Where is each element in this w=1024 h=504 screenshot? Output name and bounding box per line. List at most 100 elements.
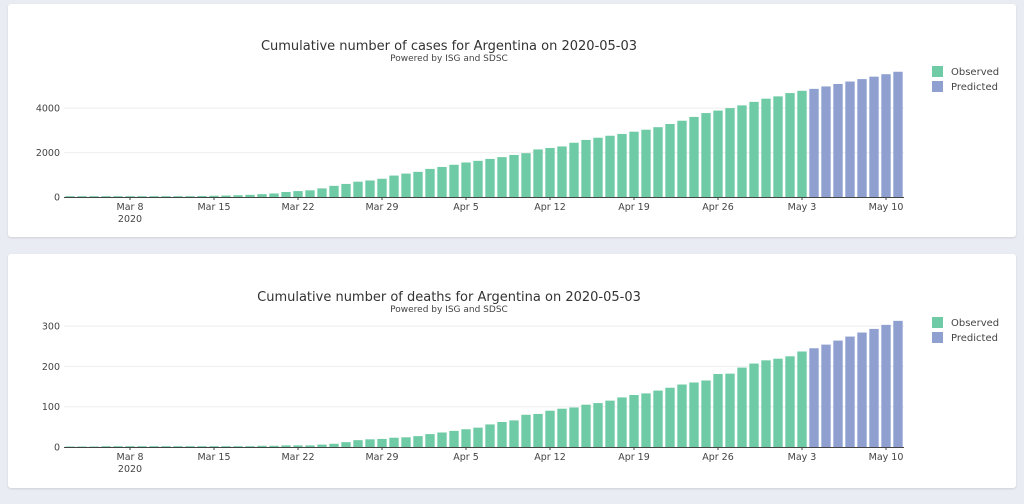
bar-observed-2020-03-29[interactable] (377, 178, 387, 197)
bar-predicted-2020-05-07[interactable] (845, 336, 855, 447)
bar-observed-2020-03-12[interactable] (173, 196, 183, 197)
bar-observed-2020-03-29[interactable] (377, 438, 387, 447)
bar-observed-2020-03-09[interactable] (137, 446, 147, 447)
bar-observed-2020-03-24[interactable] (317, 444, 327, 447)
bar-observed-2020-04-24[interactable] (689, 116, 699, 197)
bar-predicted-2020-05-04[interactable] (809, 88, 819, 197)
bar-observed-2020-03-05[interactable] (89, 446, 99, 448)
bar-observed-2020-04-06[interactable] (473, 160, 483, 197)
bar-observed-2020-04-17[interactable] (605, 135, 615, 197)
bar-observed-2020-04-22[interactable] (665, 124, 675, 197)
bar-observed-2020-04-16[interactable] (593, 403, 603, 447)
cases-chart[interactable]: Cumulative number of cases for Argentina… (8, 4, 1016, 237)
bar-observed-2020-04-14[interactable] (569, 142, 579, 197)
bar-predicted-2020-05-10[interactable] (881, 74, 891, 197)
bar-observed-2020-03-10[interactable] (149, 446, 159, 447)
bar-observed-2020-04-12[interactable] (545, 410, 555, 447)
bar-predicted-2020-05-08[interactable] (857, 332, 867, 447)
bar-observed-2020-04-27[interactable] (725, 373, 735, 447)
bar-observed-2020-03-13[interactable] (185, 446, 195, 447)
bar-observed-2020-03-24[interactable] (317, 188, 327, 197)
bar-observed-2020-03-12[interactable] (173, 446, 183, 447)
bar-observed-2020-04-04[interactable] (449, 430, 459, 447)
legend-item-observed[interactable]: Observed (932, 317, 999, 329)
bar-observed-2020-04-26[interactable] (713, 110, 723, 197)
bar-observed-2020-03-07[interactable] (113, 446, 123, 447)
bar-observed-2020-04-25[interactable] (701, 113, 711, 197)
bar-predicted-2020-05-04[interactable] (809, 348, 819, 447)
bar-observed-2020-05-01[interactable] (773, 358, 783, 447)
bar-observed-2020-04-15[interactable] (581, 139, 591, 197)
bar-observed-2020-03-25[interactable] (329, 185, 339, 197)
bar-predicted-2020-05-09[interactable] (869, 76, 879, 197)
bar-observed-2020-03-23[interactable] (305, 445, 315, 447)
bar-observed-2020-03-03[interactable] (65, 196, 75, 197)
bar-observed-2020-03-07[interactable] (113, 196, 123, 197)
bar-observed-2020-03-25[interactable] (329, 443, 339, 447)
bar-observed-2020-04-11[interactable] (533, 413, 543, 447)
bar-observed-2020-04-02[interactable] (425, 168, 435, 197)
bar-observed-2020-03-04[interactable] (77, 446, 87, 448)
bar-observed-2020-03-31[interactable] (401, 437, 411, 447)
bar-observed-2020-04-03[interactable] (437, 166, 447, 197)
bar-observed-2020-04-07[interactable] (485, 158, 495, 197)
bar-observed-2020-04-08[interactable] (497, 157, 507, 197)
bar-observed-2020-04-13[interactable] (557, 146, 567, 197)
bar-observed-2020-04-05[interactable] (461, 429, 471, 447)
bar-observed-2020-04-01[interactable] (413, 436, 423, 447)
bar-observed-2020-03-15[interactable] (209, 195, 219, 197)
bar-observed-2020-04-09[interactable] (509, 420, 519, 447)
bar-observed-2020-03-19[interactable] (257, 445, 267, 447)
bar-observed-2020-04-20[interactable] (641, 129, 651, 197)
bar-observed-2020-03-26[interactable] (341, 183, 351, 197)
bar-observed-2020-03-21[interactable] (281, 445, 291, 447)
bar-predicted-2020-05-09[interactable] (869, 328, 879, 447)
bar-observed-2020-03-20[interactable] (269, 193, 279, 197)
legend[interactable]: Observed Predicted (932, 317, 999, 344)
bar-observed-2020-05-02[interactable] (785, 93, 795, 197)
bar-observed-2020-03-08[interactable] (125, 446, 135, 447)
bar-observed-2020-05-03[interactable] (797, 90, 807, 197)
bar-observed-2020-04-29[interactable] (749, 101, 759, 197)
bar-observed-2020-03-22[interactable] (293, 445, 303, 447)
bar-observed-2020-03-14[interactable] (197, 196, 207, 197)
bar-observed-2020-03-11[interactable] (161, 196, 171, 197)
bar-observed-2020-04-21[interactable] (653, 390, 663, 447)
bar-observed-2020-04-01[interactable] (413, 171, 423, 197)
bar-observed-2020-03-26[interactable] (341, 442, 351, 447)
bar-observed-2020-04-27[interactable] (725, 108, 735, 197)
bar-observed-2020-03-05[interactable] (89, 196, 99, 197)
bar-observed-2020-04-28[interactable] (737, 367, 747, 447)
bar-predicted-2020-05-11[interactable] (893, 320, 903, 447)
bar-predicted-2020-05-07[interactable] (845, 81, 855, 197)
bar-observed-2020-03-17[interactable] (233, 195, 243, 197)
bar-observed-2020-04-20[interactable] (641, 393, 651, 447)
bar-observed-2020-04-23[interactable] (677, 384, 687, 447)
bar-observed-2020-04-19[interactable] (629, 395, 639, 447)
bar-observed-2020-04-25[interactable] (701, 380, 711, 447)
bar-observed-2020-04-18[interactable] (617, 133, 627, 197)
bar-observed-2020-03-06[interactable] (101, 196, 111, 197)
bar-observed-2020-04-24[interactable] (689, 382, 699, 447)
bar-observed-2020-04-06[interactable] (473, 427, 483, 447)
bar-observed-2020-04-10[interactable] (521, 414, 531, 447)
bar-observed-2020-03-21[interactable] (281, 192, 291, 197)
bar-observed-2020-04-02[interactable] (425, 434, 435, 447)
bar-observed-2020-03-16[interactable] (221, 195, 231, 197)
bar-predicted-2020-05-05[interactable] (821, 344, 831, 447)
bar-observed-2020-04-13[interactable] (557, 408, 567, 447)
bar-observed-2020-04-15[interactable] (581, 404, 591, 447)
bar-observed-2020-03-22[interactable] (293, 191, 303, 197)
bar-observed-2020-04-12[interactable] (545, 147, 555, 197)
bar-observed-2020-03-31[interactable] (401, 173, 411, 197)
bar-observed-2020-04-16[interactable] (593, 137, 603, 197)
bar-predicted-2020-05-11[interactable] (893, 71, 903, 197)
legend-item-predicted[interactable]: Predicted (932, 81, 998, 93)
deaths-chart[interactable]: Cumulative number of deaths for Argentin… (8, 254, 1016, 488)
bar-predicted-2020-05-06[interactable] (833, 83, 843, 197)
bar-predicted-2020-05-10[interactable] (881, 324, 891, 447)
bar-observed-2020-03-30[interactable] (389, 437, 399, 447)
bar-observed-2020-04-26[interactable] (713, 374, 723, 447)
bar-observed-2020-03-11[interactable] (161, 446, 171, 447)
bar-observed-2020-03-18[interactable] (245, 194, 255, 197)
